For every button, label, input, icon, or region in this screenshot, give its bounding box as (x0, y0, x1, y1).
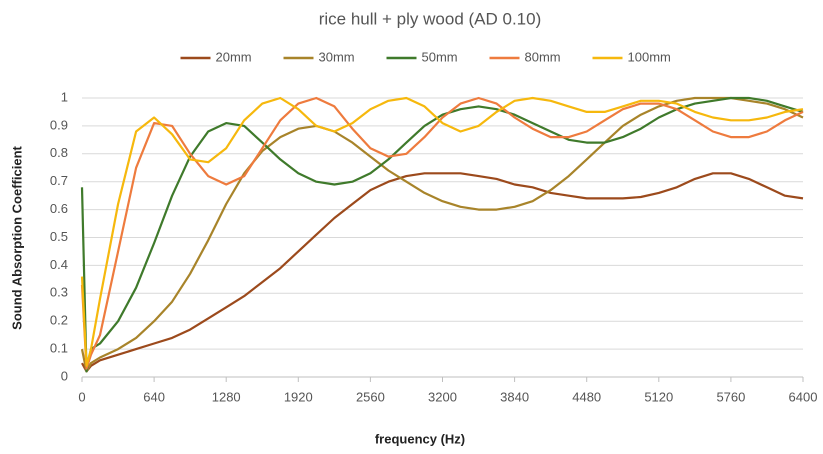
y-tick-label: 0.3 (50, 285, 68, 300)
y-tick-label: 0.5 (50, 229, 68, 244)
chart-title: rice hull + ply wood (AD 0.10) (319, 9, 542, 28)
series-line (80, 96, 804, 367)
y-tick-label: 0.7 (50, 173, 68, 188)
x-tick-label: 3200 (428, 389, 457, 404)
y-tick-label: 1 (61, 89, 68, 104)
x-tick-label: 0 (78, 389, 85, 404)
y-tick-label: 0.8 (50, 145, 68, 160)
x-tick-label: 1920 (284, 389, 313, 404)
x-tick-label: 1280 (212, 389, 241, 404)
x-tick-label: 2560 (356, 389, 385, 404)
y-tick-label: 0.2 (50, 313, 68, 328)
legend-label: 80mm (525, 49, 561, 64)
legend-label: 100mm (628, 49, 671, 64)
y-tick-label: 0.9 (50, 117, 68, 132)
series-line (80, 96, 804, 370)
y-tick-label: 0.6 (50, 201, 68, 216)
x-tick-label: 640 (143, 389, 165, 404)
x-axis-title: frequency (Hz) (375, 431, 465, 446)
y-tick-label: 0.1 (50, 341, 68, 356)
series-line (81, 172, 804, 373)
x-tick-label: 3840 (500, 389, 529, 404)
y-axis-title: Sound Absorption Coefficient (9, 145, 24, 329)
y-tick-label: 0.4 (50, 257, 68, 272)
series-line (80, 96, 804, 373)
x-tick-label: 5760 (716, 389, 745, 404)
y-tick-label: 0 (61, 368, 68, 383)
legend-label: 20mm (216, 49, 252, 64)
x-tick-label: 4480 (572, 389, 601, 404)
x-tick-label: 5120 (644, 389, 673, 404)
x-tick-label: 6400 (789, 389, 818, 404)
legend-label: 50mm (422, 49, 458, 64)
legend-label: 30mm (319, 49, 355, 64)
